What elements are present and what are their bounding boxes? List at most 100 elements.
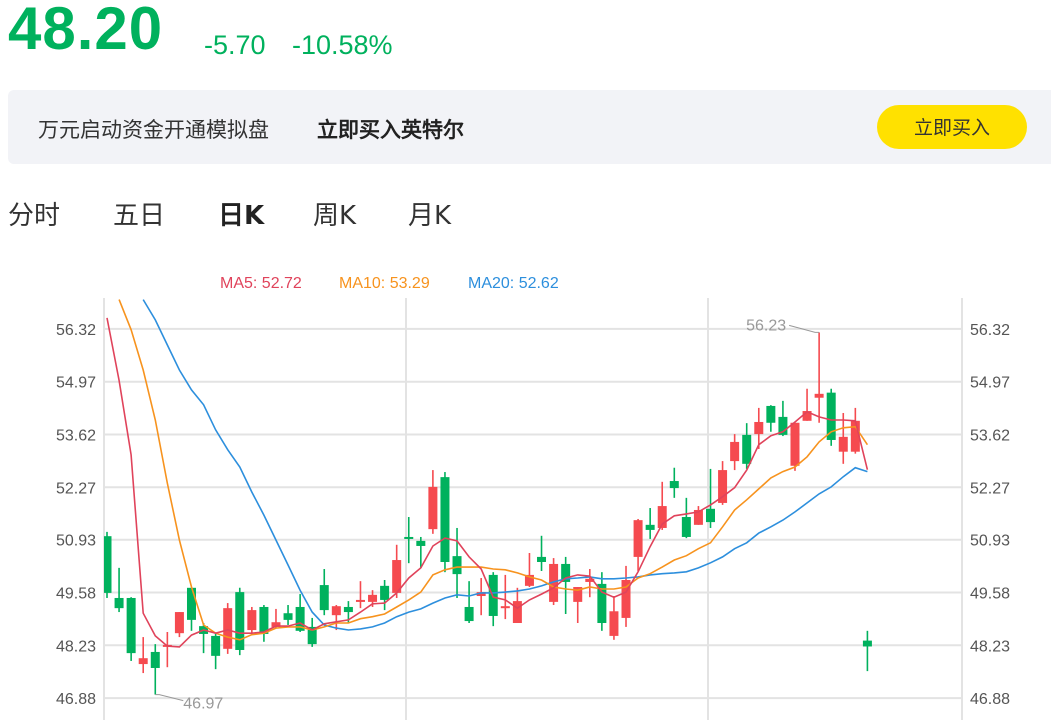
candle-body bbox=[826, 392, 836, 440]
candle bbox=[512, 587, 522, 624]
candle-body bbox=[283, 613, 293, 620]
banner-text: 万元启动资金开通模拟盘 bbox=[38, 118, 269, 142]
candle bbox=[657, 481, 667, 530]
high-price-label: 56.23 bbox=[746, 317, 786, 334]
tab-label: 日K bbox=[218, 201, 265, 231]
candle-body bbox=[150, 651, 160, 668]
tab-weekly-k[interactable]: 周K bbox=[313, 201, 357, 231]
candle-body bbox=[537, 556, 547, 562]
candle bbox=[524, 552, 534, 588]
candle bbox=[790, 422, 800, 471]
candle bbox=[488, 572, 498, 627]
buy-now-button[interactable]: 立即买入 bbox=[877, 105, 1027, 149]
candle bbox=[150, 644, 160, 695]
candle-body bbox=[416, 540, 426, 546]
candle bbox=[319, 569, 329, 616]
candle-body bbox=[174, 612, 184, 634]
candle bbox=[104, 531, 112, 598]
candle-body bbox=[524, 574, 534, 586]
candlestick-chart[interactable]: 56.32 56.32 54.97 54.97 53.62 53.62 52.27 52.27… bbox=[0, 260, 1051, 720]
candle bbox=[440, 472, 450, 573]
candle bbox=[537, 535, 547, 571]
high-leader-line bbox=[789, 324, 820, 333]
candle bbox=[573, 587, 583, 624]
banner-highlight: 立即买入英特尔 bbox=[317, 118, 464, 142]
candle bbox=[850, 407, 860, 454]
candle-body bbox=[730, 441, 740, 462]
candle-body bbox=[500, 606, 510, 609]
candle-body bbox=[392, 560, 402, 593]
candle-body bbox=[657, 506, 667, 528]
candle bbox=[126, 597, 136, 661]
candle bbox=[742, 423, 752, 469]
candle bbox=[838, 412, 848, 464]
candle bbox=[633, 518, 643, 571]
candle bbox=[778, 400, 788, 437]
candle-body bbox=[319, 585, 329, 611]
candle bbox=[585, 569, 595, 598]
candle-body bbox=[814, 393, 824, 398]
candle bbox=[730, 434, 740, 471]
candle bbox=[802, 388, 812, 421]
y-tick-label-right: 48.23 bbox=[970, 638, 1010, 655]
tab-intraday[interactable]: 分时 bbox=[8, 201, 61, 231]
candle bbox=[862, 630, 872, 672]
candle-body bbox=[368, 594, 378, 602]
candle bbox=[597, 572, 607, 631]
tab-daily-k[interactable]: 日K bbox=[218, 195, 265, 232]
candle-body bbox=[742, 434, 752, 464]
candle-body bbox=[452, 556, 462, 575]
candle bbox=[295, 594, 305, 633]
candle bbox=[500, 574, 510, 620]
legend-ma5: MA5: 52.72 bbox=[220, 275, 302, 292]
candle-body bbox=[633, 520, 643, 557]
candle-body bbox=[790, 422, 800, 466]
candle bbox=[331, 605, 341, 631]
plot-area bbox=[104, 299, 872, 695]
y-tick-label-left: 49.58 bbox=[56, 586, 96, 603]
candle-body bbox=[585, 578, 595, 582]
low-leader-line bbox=[155, 694, 184, 702]
y-tick-label-left: 53.62 bbox=[56, 427, 96, 444]
candle-body bbox=[645, 524, 655, 530]
candle bbox=[162, 632, 172, 668]
tab-monthly-k[interactable]: 月K bbox=[408, 201, 452, 231]
legend-ma20: MA20: 52.62 bbox=[468, 275, 559, 292]
price-change-percent: -10.58% bbox=[292, 30, 393, 60]
candle bbox=[693, 506, 703, 525]
candle bbox=[223, 603, 233, 654]
candle bbox=[464, 581, 474, 624]
candle-body bbox=[404, 536, 414, 539]
y-tick-label-left: 48.23 bbox=[56, 638, 96, 655]
y-tick-label-right: 50.93 bbox=[970, 533, 1010, 550]
candle-body bbox=[464, 606, 474, 622]
candle-body bbox=[561, 563, 571, 582]
candle-body bbox=[428, 486, 438, 530]
candle bbox=[380, 579, 390, 611]
candle bbox=[814, 332, 824, 423]
candle-body bbox=[114, 597, 124, 609]
candle-body bbox=[754, 421, 764, 435]
candle bbox=[621, 565, 631, 627]
candle bbox=[138, 637, 148, 674]
y-tick-label-left: 52.27 bbox=[56, 480, 96, 497]
candle-body bbox=[573, 587, 583, 602]
candle bbox=[681, 497, 691, 539]
candle bbox=[428, 470, 438, 534]
y-tick-label-left: 46.88 bbox=[56, 691, 96, 708]
candle-body bbox=[235, 592, 245, 650]
candle-body bbox=[706, 508, 715, 523]
candle bbox=[669, 467, 679, 498]
candle-body bbox=[718, 470, 728, 503]
tab-five-day[interactable]: 五日 bbox=[113, 201, 166, 231]
candle-body bbox=[295, 606, 305, 631]
candle bbox=[307, 617, 317, 647]
low-price-label: 46.97 bbox=[183, 696, 223, 713]
candle-body bbox=[621, 579, 631, 618]
candle-body bbox=[104, 536, 112, 593]
candle-body bbox=[476, 592, 486, 597]
y-tick-label-right: 56.32 bbox=[970, 322, 1010, 339]
candle bbox=[186, 587, 196, 631]
legend-ma10: MA10: 53.29 bbox=[339, 275, 430, 292]
candle-body bbox=[271, 622, 281, 627]
